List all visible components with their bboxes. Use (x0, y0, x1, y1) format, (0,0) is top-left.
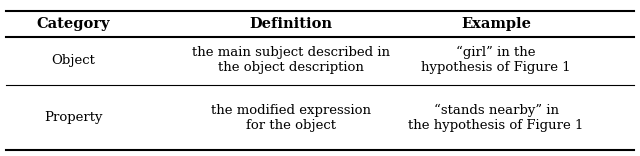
Text: Example: Example (461, 17, 531, 31)
Text: the modified expression
for the object: the modified expression for the object (211, 104, 371, 132)
Text: “stands nearby” in
the hypothesis of Figure 1: “stands nearby” in the hypothesis of Fig… (408, 104, 584, 132)
Text: Category: Category (37, 17, 110, 31)
Text: “girl” in the
hypothesis of Figure 1: “girl” in the hypothesis of Figure 1 (421, 46, 571, 74)
Text: the main subject described in
the object description: the main subject described in the object… (192, 46, 390, 74)
Text: Property: Property (44, 111, 103, 124)
Text: Object: Object (52, 54, 95, 67)
Text: Definition: Definition (250, 17, 333, 31)
